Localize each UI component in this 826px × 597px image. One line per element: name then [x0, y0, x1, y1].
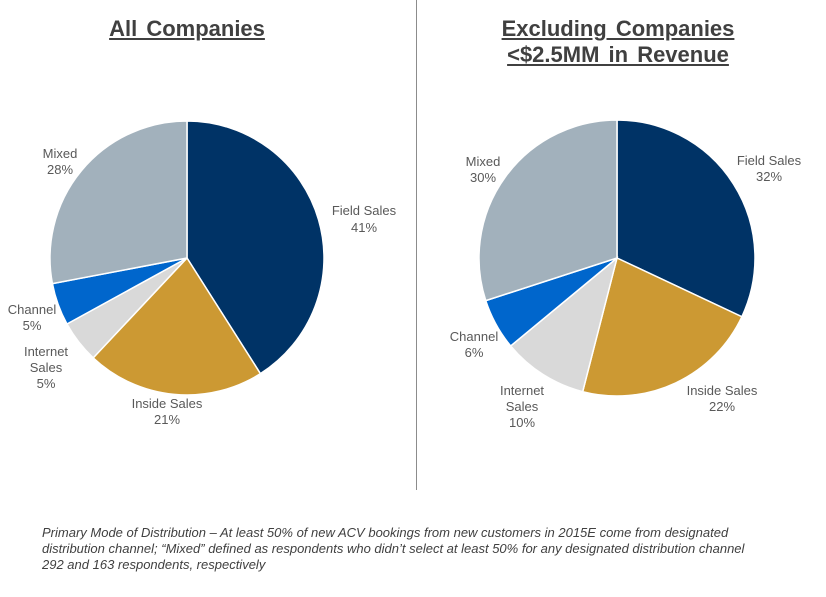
slice-value-mixed: 28% [47, 162, 73, 177]
slice-label-internet-sales: Sales [506, 399, 539, 414]
slice-label-inside-sales: Inside Sales [687, 383, 758, 398]
slice-value-field-sales: 32% [756, 169, 782, 184]
slice-label-mixed: Mixed [466, 154, 501, 169]
chart-title-excluding-companies: Excluding Companies <$2.5MM in Revenue [468, 16, 768, 68]
slice-label-inside-sales: Inside Sales [132, 396, 203, 411]
slice-label-mixed: Mixed [43, 146, 78, 161]
slice-value-mixed: 30% [470, 170, 496, 185]
slice-value-internet-sales: 10% [509, 415, 535, 430]
footnote-line-1: Primary Mode of Distribution – At least … [42, 525, 729, 540]
slice-value-inside-sales: 21% [154, 412, 180, 427]
slice-value-inside-sales: 22% [709, 399, 735, 414]
chart-title-line-2: <$2.5MM in Revenue [507, 42, 729, 67]
chart-divider [416, 0, 417, 490]
slice-label-internet-sales: Sales [30, 360, 63, 375]
pie-slice-inside-sales [92, 256, 262, 396]
slice-label-field-sales: Field Sales [737, 153, 802, 168]
slice-value-channel: 6% [465, 345, 484, 360]
slice-label-internet-sales: Internet [500, 383, 544, 398]
pie-slice-mixed [478, 119, 618, 302]
pie-slice-inside-sales [581, 256, 743, 397]
slice-value-internet-sales: 5% [37, 376, 56, 391]
slice-value-channel: 5% [23, 318, 42, 333]
chart-title-line-1: Excluding Companies [501, 16, 735, 41]
chart-title-all-companies: All Companies [109, 16, 265, 41]
slice-label-field-sales: Field Sales [332, 203, 397, 218]
slice-label-channel: Channel [450, 329, 499, 344]
slice-label-internet-sales: Internet [24, 344, 68, 359]
footnote-line-3: 292 and 163 respondents, respectively [42, 557, 266, 572]
slice-label-channel: Channel [8, 302, 57, 317]
pie-slice-internet-sales [509, 255, 619, 393]
pie-slice-field-sales [616, 119, 756, 318]
footnote: Primary Mode of Distribution – At least … [42, 525, 802, 573]
footnote-line-2: distribution channel; “Mixed” defined as… [42, 541, 745, 556]
slice-value-field-sales: 41% [351, 220, 377, 235]
pie-slice-field-sales [186, 120, 325, 375]
pie-slice-mixed [49, 120, 188, 285]
